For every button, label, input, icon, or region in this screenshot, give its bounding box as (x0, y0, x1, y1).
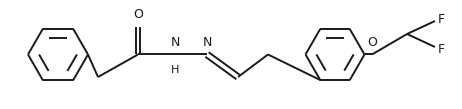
Text: O: O (367, 36, 377, 49)
Text: F: F (438, 43, 445, 55)
Text: N: N (202, 36, 212, 49)
Text: O: O (133, 8, 143, 21)
Text: N: N (171, 36, 180, 49)
Text: H: H (171, 65, 180, 75)
Text: F: F (438, 13, 445, 26)
